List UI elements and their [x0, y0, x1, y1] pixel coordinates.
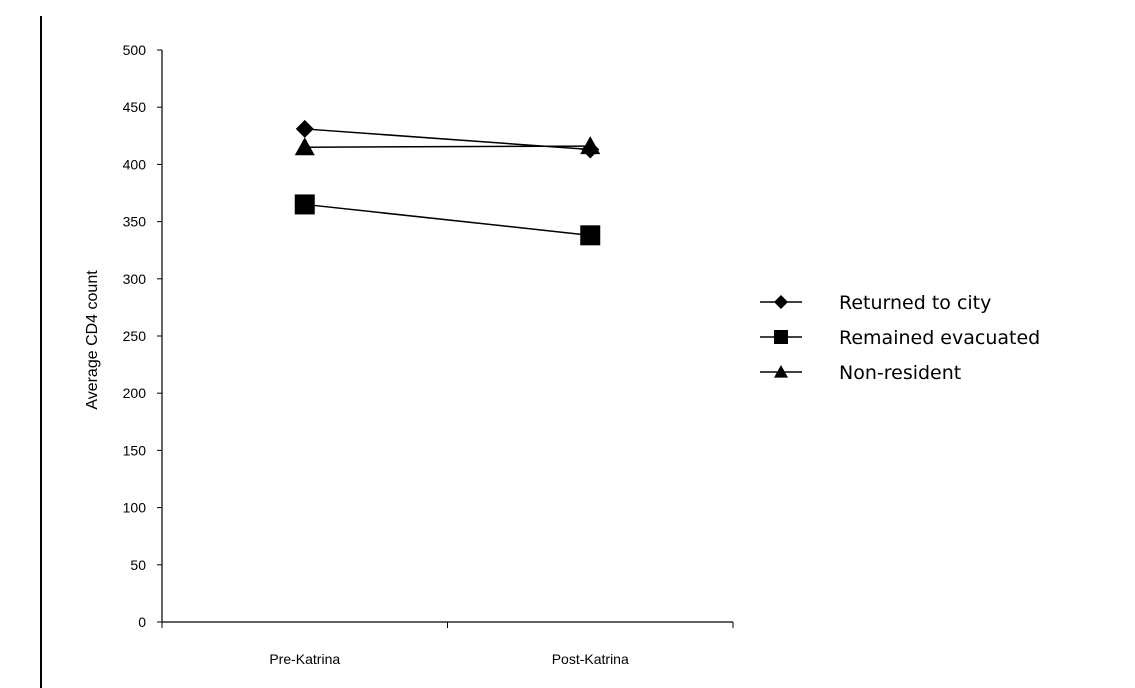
y-tick-label: 150 — [123, 442, 147, 458]
chart-legend: Returned to city Remained evacuated Non-re… — [760, 292, 1040, 384]
x-tick-labels: Pre-Katrina Post-Katrina — [269, 651, 629, 667]
square-marker — [294, 194, 315, 215]
y-tick-label: 350 — [123, 214, 147, 230]
legend-label: Non-resident — [839, 362, 961, 384]
x-tick-label: Post-Katrina — [552, 651, 629, 667]
y-tick-label: 200 — [123, 385, 147, 401]
y-tick-label: 500 — [123, 42, 147, 58]
legend-triangle-marker — [774, 365, 788, 378]
y-tick-label: 250 — [123, 328, 147, 344]
y-tick-label: 0 — [138, 614, 146, 630]
y-axis-title: Average CD4 count — [84, 270, 101, 410]
series-line — [304, 145, 591, 148]
legend-diamond-marker — [774, 295, 788, 309]
y-tick-labels: 0 50 100 150 200 250 300 350 400 450 500 — [123, 42, 147, 630]
legend-label: Returned to city — [839, 292, 991, 314]
y-tick-label: 300 — [123, 271, 147, 287]
legend-label: Remained evacuated — [839, 327, 1040, 349]
y-tick-label: 100 — [123, 500, 147, 516]
triangle-marker — [294, 137, 315, 156]
triangle-marker — [580, 136, 601, 155]
chart-axes — [157, 49, 734, 628]
legend-square-marker — [774, 330, 788, 344]
series-line — [304, 203, 591, 237]
diamond-marker — [295, 119, 314, 138]
series-markers — [294, 119, 601, 246]
page-frame-line — [40, 16, 42, 688]
y-tick-label: 50 — [130, 557, 146, 573]
y-tick-label: 450 — [123, 99, 147, 115]
square-marker — [580, 225, 601, 246]
y-tick-label: 400 — [123, 156, 147, 172]
x-tick-label: Pre-Katrina — [269, 651, 340, 667]
series-lines — [304, 128, 591, 237]
